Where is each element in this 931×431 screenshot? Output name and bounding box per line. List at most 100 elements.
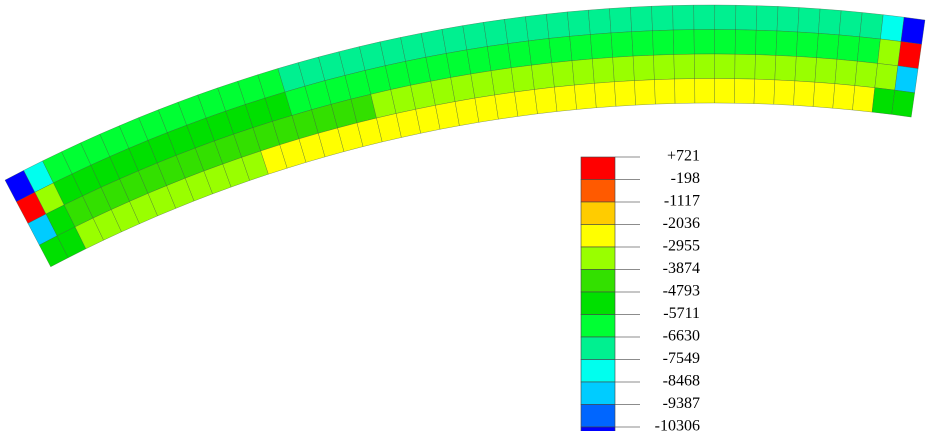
mesh-cell (610, 31, 634, 58)
mesh-cell (734, 53, 756, 80)
mesh-cell (567, 9, 591, 37)
mesh-cell (494, 91, 519, 120)
legend-label: -198 (671, 170, 700, 187)
mesh-cell (483, 19, 509, 47)
legend-label: -7549 (663, 350, 700, 367)
legend-label: -10306 (655, 418, 700, 431)
mesh-cell (571, 58, 595, 86)
mesh-cell (531, 62, 555, 90)
legend-label: -4793 (663, 283, 700, 300)
legend-swatch (580, 426, 616, 431)
mesh-cell (854, 60, 878, 88)
legend-swatch (580, 359, 616, 383)
mesh-cell (594, 81, 617, 108)
legend-label: -2036 (663, 215, 700, 232)
legend-swatch (580, 291, 616, 315)
mesh-cell (654, 78, 676, 105)
mesh-cell (894, 65, 919, 94)
mesh-cell (774, 55, 797, 82)
legend-swatch (580, 404, 616, 428)
mesh-cell (446, 49, 472, 78)
mesh-cell (857, 36, 881, 64)
mesh-cell (652, 29, 675, 56)
legend-swatch (580, 381, 616, 405)
mesh-cell (897, 41, 922, 69)
mesh-cell (734, 29, 757, 55)
legend-label: -3874 (663, 260, 700, 277)
mesh-cell (474, 94, 499, 123)
mesh-cell (753, 78, 776, 105)
mesh-cell (877, 38, 902, 67)
mesh-cell (490, 67, 515, 96)
mesh-cell (900, 16, 926, 45)
mesh-cell (551, 60, 575, 88)
mesh-cell (504, 16, 529, 44)
mesh-cell (546, 11, 570, 39)
color-legend: +721 -198 -1117 -2036 -2955 -3874 -4793 -5711 -6… (580, 148, 700, 431)
mesh-cell (773, 79, 796, 106)
mesh-cell (631, 30, 654, 57)
mesh-cell (816, 33, 840, 60)
mesh-cell (569, 34, 593, 61)
mesh-cell (653, 54, 675, 80)
legend-swatch (580, 201, 616, 225)
mesh-cell (714, 4, 737, 30)
legend-label: -8468 (663, 373, 700, 390)
mesh-cell (880, 14, 905, 42)
mesh-cell (514, 89, 538, 117)
mesh-cell (510, 64, 535, 93)
mesh-cell (554, 84, 577, 112)
legend-label: +721 (667, 148, 700, 165)
mesh-cell (776, 6, 800, 33)
mesh-cell (796, 31, 819, 58)
mesh-cell (651, 5, 674, 31)
legend-swatch (580, 224, 616, 248)
mesh-cell (714, 78, 735, 104)
mesh-cell (814, 57, 838, 84)
mesh-cell (528, 38, 552, 66)
mesh-cell (834, 59, 858, 86)
mesh-cell (470, 70, 495, 99)
mesh-cell (507, 40, 532, 69)
mesh-cell (674, 78, 696, 104)
mesh-cell (673, 53, 695, 80)
mesh-cell (590, 32, 613, 60)
legend-swatch (580, 269, 616, 293)
legend-swatch (580, 156, 616, 180)
mesh-cell (818, 8, 842, 36)
mesh-cell (614, 80, 636, 107)
legend-label: -2955 (663, 238, 700, 255)
mesh-cell (632, 54, 655, 81)
mesh-cell (441, 25, 468, 54)
mesh-cell (755, 29, 778, 56)
mesh-cell (859, 12, 884, 40)
mesh-cell (838, 10, 863, 38)
legend-swatch (580, 246, 616, 270)
mesh-cell (735, 4, 758, 31)
mesh-cell (487, 43, 512, 72)
mesh-cell (694, 78, 715, 104)
legend-label: -6630 (663, 328, 700, 345)
mesh-cell (754, 54, 777, 81)
mesh-cell (693, 4, 716, 30)
mesh-cell (672, 29, 695, 55)
mesh-cell (891, 89, 915, 118)
mesh-cell (852, 85, 876, 113)
mesh-cell (793, 80, 816, 107)
mesh-cell (525, 13, 550, 42)
legend-swatch (580, 179, 616, 203)
mesh-cell (874, 63, 899, 91)
mesh-cell (462, 22, 488, 51)
mesh-cell (775, 30, 798, 57)
mesh-cell (832, 83, 856, 111)
mesh-cell (588, 8, 612, 35)
mesh-cell (797, 7, 821, 34)
mesh-cell (714, 29, 736, 55)
mesh-cell (609, 6, 632, 34)
legend-swatch (580, 336, 616, 360)
mesh-cell (454, 97, 480, 126)
mesh-cell (592, 57, 615, 84)
mesh-cell (812, 81, 836, 109)
mesh-cell (871, 87, 896, 115)
